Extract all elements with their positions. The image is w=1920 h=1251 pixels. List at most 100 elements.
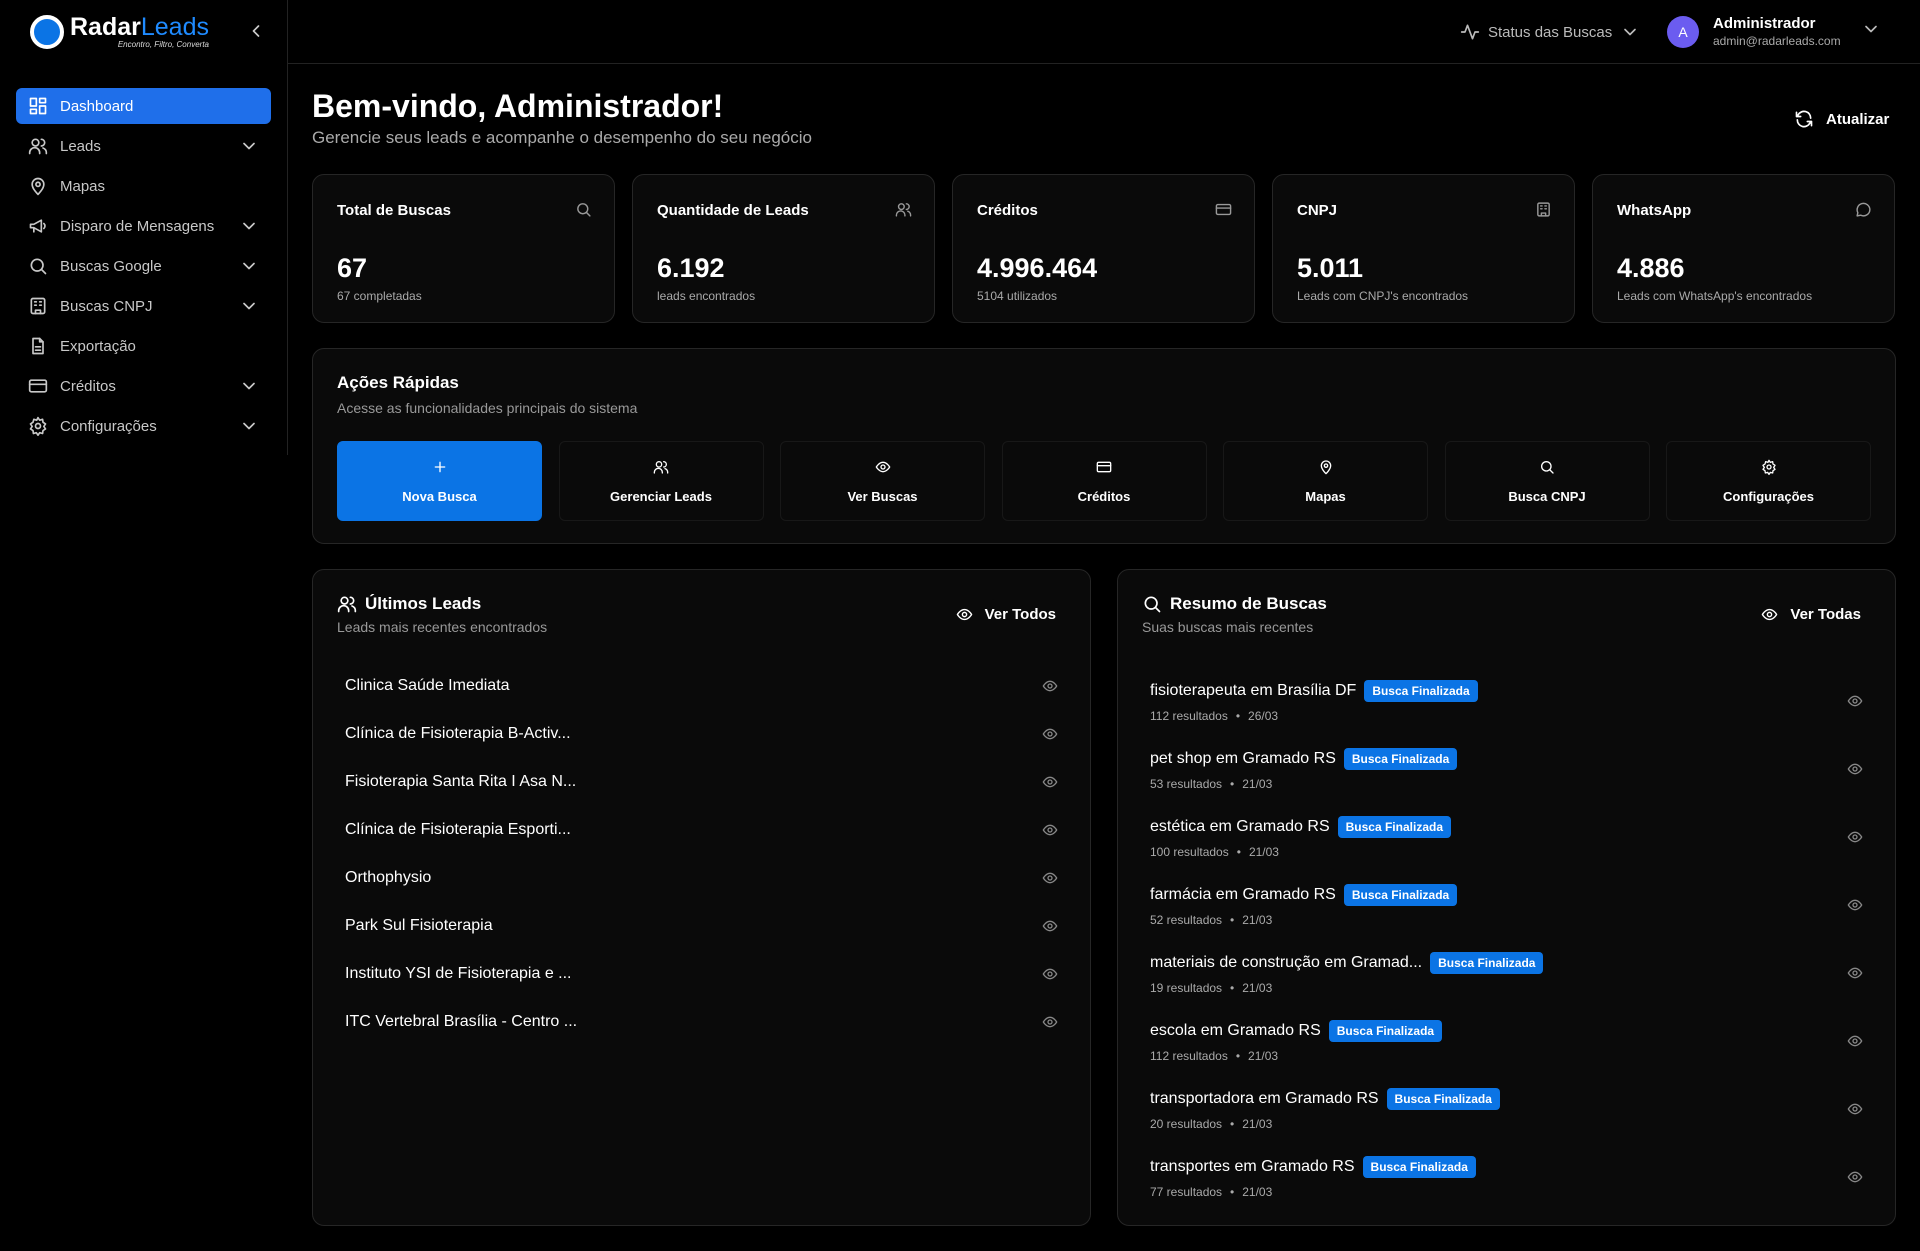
lead-row[interactable]: Clínica de Fisioterapia B-Activ... <box>345 722 1058 746</box>
status-badge: Busca Finalizada <box>1328 1019 1443 1042</box>
search-results: 20 resultados <box>1150 1116 1223 1131</box>
icon <box>1762 608 1778 621</box>
refresh-label: Atualizar <box>1826 110 1890 128</box>
lead-name: Park Sul Fisioterapia <box>345 917 493 934</box>
separator: • <box>1235 1048 1241 1063</box>
search-line: transportes em Gramado RS Busca Finalizad… <box>1150 1155 1476 1178</box>
search-meta: 100 resultados • 21/03 <box>1150 845 1451 859</box>
search-query: escola em Gramado RS <box>1150 1021 1321 1039</box>
lead-row[interactable]: Clínica de Fisioterapia Esporti... <box>345 818 1058 842</box>
lead-row[interactable]: ITC Vertebral Brasília - Centro ... <box>345 1010 1058 1034</box>
nav-item[interactable]: Disparo de Mensagens <box>16 208 271 244</box>
stat-note: Leads com CNPJ's encontrados <box>1297 289 1469 303</box>
search-row[interactable]: escola em Gramado RS Busca Finalizada 112 … <box>1150 1016 1863 1066</box>
icon <box>243 422 255 430</box>
nav-label: Buscas Google <box>60 257 162 275</box>
icon <box>1042 1016 1058 1028</box>
icon <box>1320 459 1331 474</box>
lead-row[interactable]: Clinica Saúde Imediata <box>345 674 1058 698</box>
search-row[interactable]: pet shop em Gramado RS Busca Finalizada 53… <box>1150 744 1863 794</box>
icon <box>29 416 47 436</box>
nav-item[interactable]: Exportação <box>16 328 271 364</box>
quick-actions: Ações Rápidas Acesse as funcionalidades p… <box>312 348 1896 544</box>
view-all-label: Ver Todos <box>984 606 1056 623</box>
search-date: 26/03 <box>1248 708 1279 723</box>
search-date: 21/03 <box>1242 776 1273 791</box>
search-meta: 112 resultados • 26/03 <box>1150 709 1478 723</box>
icon <box>1215 203 1232 216</box>
lead-row[interactable]: Orthophysio <box>345 866 1058 890</box>
lead-name: ITC Vertebral Brasília - Centro ... <box>345 1013 578 1030</box>
user-menu[interactable]: A Administrador admin@radarleads.com <box>1667 15 1881 48</box>
collapse-button[interactable] <box>246 21 266 46</box>
lead-name: Clínica de Fisioterapia B-Activ... <box>345 725 571 742</box>
icon <box>337 596 357 613</box>
quick-action[interactable]: Gerenciar Leads <box>558 441 764 521</box>
page-subtitle: Gerencie seus leads e acompanhe o desemp… <box>312 128 812 147</box>
view-all-label: Ver Todas <box>1790 606 1861 623</box>
icon <box>653 460 669 474</box>
lead-name: Instituto YSI de Fisioterapia e ... <box>345 965 572 982</box>
nav-item[interactable]: Configurações <box>16 408 271 444</box>
icon <box>243 382 255 390</box>
lead-row[interactable]: Park Sul Fisioterapia <box>345 914 1058 938</box>
nav-item[interactable]: Leads <box>16 128 271 164</box>
status-label: Status das Buscas <box>1488 23 1613 41</box>
search-row[interactable]: fisioterapeuta em Brasília DF Busca Final… <box>1150 676 1863 726</box>
stat-note: leads encontrados <box>657 289 756 303</box>
status-menu[interactable]: Status das Buscas <box>1460 22 1640 42</box>
nav-item[interactable]: Dashboard <box>16 88 271 124</box>
brand-name: RadarLeads <box>70 14 209 40</box>
quick-action[interactable]: Busca CNPJ <box>1444 441 1650 521</box>
icon <box>1096 461 1112 472</box>
search-row[interactable]: transportes em Gramado RS Busca Finalizad… <box>1150 1152 1863 1202</box>
search-query: estética em Gramado RS <box>1150 817 1330 835</box>
icon <box>1847 831 1863 843</box>
icon <box>1042 776 1058 788</box>
nav-item[interactable]: Créditos <box>16 368 271 404</box>
search-row[interactable]: estética em Gramado RS Busca Finalizada 10… <box>1150 812 1863 862</box>
quick-action-label: Nova Busca <box>402 488 477 504</box>
icon <box>1847 967 1863 979</box>
view-all-link[interactable]: Ver Todas <box>1761 606 1861 623</box>
lead-row[interactable]: Instituto YSI de Fisioterapia e ... <box>345 962 1058 986</box>
search-row[interactable]: transportadora em Gramado RS Busca Finali… <box>1150 1084 1863 1134</box>
stat-card: Créditos 4.996.464 5104 utilizados <box>952 174 1255 323</box>
icon <box>1624 28 1637 36</box>
icon <box>1144 596 1161 613</box>
search-line: pet shop em Gramado RS Busca Finalizada <box>1150 747 1458 770</box>
quick-action[interactable]: Ver Buscas <box>780 441 985 521</box>
quick-action[interactable]: Créditos <box>1001 441 1207 521</box>
quick-action[interactable]: Configurações <box>1666 441 1871 521</box>
panel-title: Resumo de Buscas <box>1142 594 1327 614</box>
section-title: Ações Rápidas <box>337 373 459 392</box>
search-line: escola em Gramado RS Busca Finalizada <box>1150 1019 1443 1042</box>
search-row[interactable]: farmácia em Gramado RS Busca Finalizada 52… <box>1150 880 1863 930</box>
search-info: pet shop em Gramado RS Busca Finalizada 53… <box>1150 747 1458 791</box>
quick-action-label: Mapas <box>1305 488 1346 504</box>
panel-title-text: Resumo de Buscas <box>1170 594 1327 613</box>
stat-title: Total de Buscas <box>337 202 451 219</box>
nav-item[interactable]: Buscas CNPJ <box>16 288 271 324</box>
lead-name: Orthophysio <box>345 869 432 886</box>
icon <box>29 97 47 115</box>
brand-tagline: Encontro, Filtro, Converta <box>117 40 209 49</box>
panel: Últimos Leads Leads mais recentes encontr… <box>312 569 1091 1226</box>
nav-label: Disparo de Mensagens <box>60 217 215 235</box>
stat-value: 5.011 <box>1297 253 1364 283</box>
view-all-link[interactable]: Ver Todos <box>956 606 1056 623</box>
search-query: materiais de construção em Gramad... <box>1150 953 1423 971</box>
lead-row[interactable]: Fisioterapia Santa Rita I Asa N... <box>345 770 1058 794</box>
quick-action[interactable]: Nova Busca <box>337 441 542 521</box>
status-badge: Busca Finalizada <box>1343 883 1458 906</box>
nav-item[interactable]: Mapas <box>16 168 271 204</box>
quick-action[interactable]: Mapas <box>1223 441 1428 521</box>
nav-item[interactable]: Buscas Google <box>16 248 271 284</box>
search-date: 21/03 <box>1248 844 1279 859</box>
search-query: farmácia em Gramado RS <box>1150 885 1336 903</box>
refresh-button[interactable]: Atualizar <box>1794 109 1889 129</box>
search-row[interactable]: materiais de construção em Gramad... Busc… <box>1150 948 1863 998</box>
panel-title-text: Últimos Leads <box>365 594 482 613</box>
stat-title: WhatsApp <box>1617 202 1692 219</box>
